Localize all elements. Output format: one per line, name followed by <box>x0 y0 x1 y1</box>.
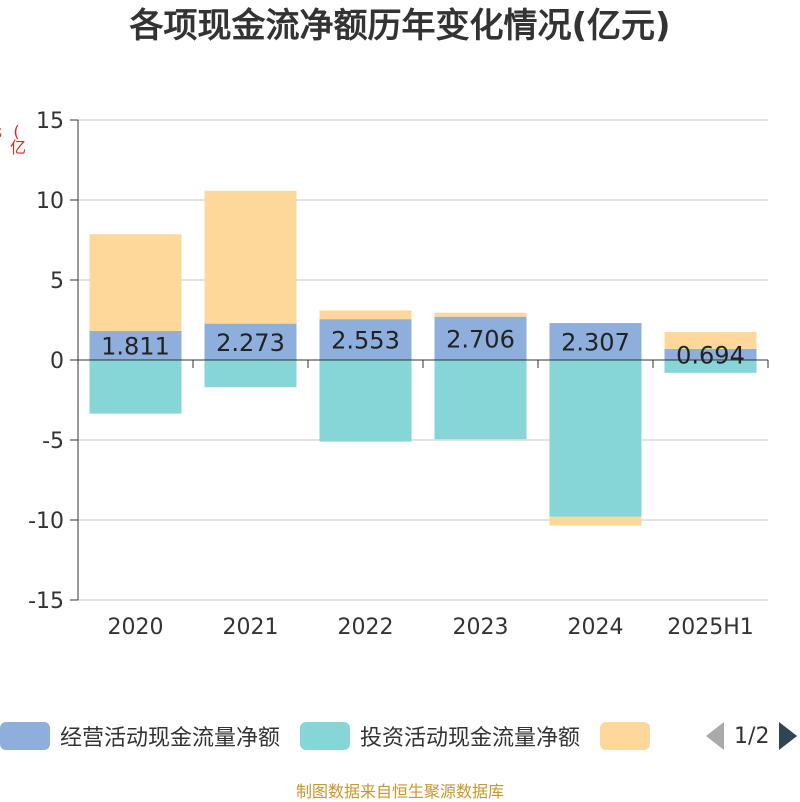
bar-2025H1-series-2 <box>664 332 757 349</box>
y-tick-label: 10 <box>36 189 64 214</box>
data-label-2022: 2.553 <box>331 327 400 355</box>
bar-2025H1-series-0 <box>664 348 757 360</box>
data-label-2020: 1.811 <box>101 333 170 361</box>
bar-2022-series-1 <box>319 360 412 442</box>
bar-2023-series-2 <box>434 312 527 317</box>
bar-2020-series-0 <box>89 331 182 360</box>
bar-2023-series-0 <box>434 316 527 360</box>
bar-2024-series-0 <box>549 323 642 360</box>
x-tick-label: 2023 <box>453 615 509 640</box>
legend-page-indicator: 1/2 <box>734 723 770 749</box>
data-label-2023: 2.706 <box>446 325 515 353</box>
x-tick-label: 2022 <box>338 615 394 640</box>
bar-2022-series-2 <box>319 310 412 320</box>
bar-2021-series-1 <box>204 360 297 388</box>
data-label-2021: 2.273 <box>216 329 285 357</box>
y-tick-label: 5 <box>50 269 64 294</box>
legend-item-operating[interactable]: 经营活动现金流量净额 <box>0 720 280 752</box>
data-label-2024: 2.307 <box>561 329 630 357</box>
x-tick-label: 2020 <box>108 615 164 640</box>
legend-prev-page-icon[interactable] <box>706 722 725 750</box>
y-axis-unit-label: (亿元) <box>0 122 26 153</box>
legend-swatch-operating <box>0 722 50 750</box>
legend: 经营活动现金流量净额 投资活动现金流量净额 1/2 <box>0 716 800 756</box>
x-tick-label: 2021 <box>223 615 279 640</box>
bar-2024-series-1 <box>549 360 642 517</box>
x-tick-label: 2025H1 <box>667 615 754 640</box>
bar-2023-series-1 <box>434 360 527 440</box>
bar-2020-series-2 <box>89 234 182 332</box>
bar-2020-series-1 <box>89 360 182 414</box>
bar-2021-series-2 <box>204 190 297 324</box>
chart-canvas: 15 10 5 0 -5 -10 -15 1.811 2.273 2.553 2.706 2.307 0… <box>28 109 769 640</box>
data-label-2025H1: 0.694 <box>676 341 745 369</box>
bar-2022-series-0 <box>319 319 412 360</box>
y-tick-label: 15 <box>36 109 64 134</box>
y-tick-label: -10 <box>28 509 64 534</box>
data-source-note: 制图数据来自恒生聚源数据库 <box>295 782 504 801</box>
legend-label-operating: 经营活动现金流量净额 <box>60 726 281 751</box>
chart-title: 各项现金流净额历年变化情况(亿元) <box>129 6 671 46</box>
x-tick-label: 2024 <box>568 615 624 640</box>
legend-pager: 1/2 <box>706 722 798 750</box>
y-tick-label: -5 <box>42 429 64 454</box>
bar-2025H1-series-1 <box>664 360 757 373</box>
legend-label-investing: 投资活动现金流量净额 <box>360 726 581 751</box>
y-tick-label: 0 <box>50 349 64 374</box>
legend-item-investing[interactable]: 投资活动现金流量净额 <box>300 720 580 752</box>
legend-item-financing[interactable] <box>600 722 660 750</box>
legend-swatch-financing <box>600 722 651 750</box>
y-tick-label: -15 <box>28 589 64 614</box>
bar-2021-series-0 <box>204 323 297 360</box>
legend-swatch-investing <box>300 722 351 750</box>
legend-next-page-icon[interactable] <box>779 722 798 750</box>
bar-2024-series-2 <box>549 516 642 526</box>
